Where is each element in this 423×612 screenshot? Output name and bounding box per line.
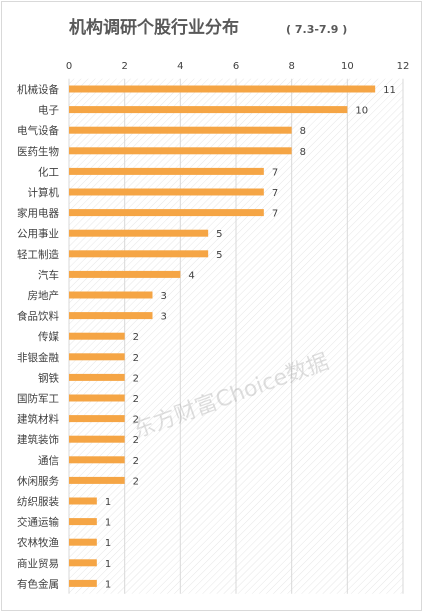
data-label: 3 bbox=[161, 291, 167, 302]
bar bbox=[69, 106, 348, 114]
category-label: 纺织服装 bbox=[17, 495, 59, 508]
category-label: 商业贸易 bbox=[17, 557, 59, 570]
x-tick-label: 10 bbox=[341, 61, 354, 72]
data-label: 2 bbox=[133, 373, 139, 384]
x-axis-ticks: 0 2 4 6 8 10 12 bbox=[66, 61, 410, 72]
bar bbox=[69, 188, 264, 196]
data-label: 1 bbox=[105, 518, 111, 529]
category-label: 医药生物 bbox=[17, 145, 59, 158]
bar bbox=[69, 270, 181, 278]
category-label: 家用电器 bbox=[17, 207, 59, 220]
category-label: 建筑装饰 bbox=[17, 433, 59, 446]
bar bbox=[69, 126, 292, 134]
x-tick-label: 8 bbox=[288, 61, 294, 72]
bar bbox=[69, 435, 125, 443]
data-label: 3 bbox=[161, 312, 167, 323]
bars bbox=[69, 85, 376, 587]
bar bbox=[69, 332, 125, 340]
category-label: 电气设备 bbox=[17, 124, 59, 137]
data-label: 7 bbox=[272, 209, 278, 220]
bar bbox=[69, 85, 376, 93]
bar bbox=[69, 456, 125, 464]
category-label: 房地产 bbox=[28, 289, 60, 302]
category-label: 交通运输 bbox=[17, 516, 59, 529]
bar bbox=[69, 353, 125, 361]
bar bbox=[69, 312, 153, 320]
data-label: 11 bbox=[383, 85, 396, 96]
category-label: 钢铁 bbox=[38, 371, 59, 384]
data-label: 1 bbox=[105, 538, 111, 549]
bar bbox=[69, 559, 97, 567]
data-label: 8 bbox=[300, 126, 306, 137]
data-label: 1 bbox=[105, 497, 111, 508]
data-label: 2 bbox=[133, 415, 139, 426]
category-label: 农林牧渔 bbox=[17, 536, 59, 549]
data-label: 1 bbox=[105, 579, 111, 590]
bar bbox=[69, 579, 97, 587]
data-label: 2 bbox=[133, 353, 139, 364]
bar bbox=[69, 209, 264, 217]
data-label: 8 bbox=[300, 147, 306, 158]
bar bbox=[69, 476, 125, 484]
category-label: 国防军工 bbox=[17, 392, 59, 405]
bar bbox=[69, 291, 153, 299]
category-label: 非银金融 bbox=[17, 351, 59, 364]
data-label: 2 bbox=[133, 332, 139, 343]
category-label: 汽车 bbox=[38, 268, 59, 281]
category-label: 食品饮料 bbox=[17, 310, 59, 323]
data-label: 2 bbox=[133, 456, 139, 467]
data-label: 4 bbox=[188, 270, 194, 281]
bar bbox=[69, 497, 97, 505]
x-tick-label: 4 bbox=[177, 61, 183, 72]
chart-subtitle: ( 7.3-7.9 ) bbox=[286, 23, 347, 36]
bar bbox=[69, 229, 209, 237]
bar bbox=[69, 394, 125, 402]
bar bbox=[69, 518, 97, 526]
x-tick-label: 2 bbox=[121, 61, 127, 72]
data-label: 10 bbox=[355, 106, 368, 117]
chart-title: 机构调研个股行业分布 bbox=[69, 17, 239, 38]
data-label: 2 bbox=[133, 435, 139, 446]
category-label: 电子 bbox=[38, 104, 59, 117]
bar bbox=[69, 147, 292, 155]
category-label: 轻工制造 bbox=[17, 248, 59, 261]
bar bbox=[69, 415, 125, 423]
y-axis-categories: 机械设备电子电气设备医药生物化工计算机家用电器公用事业轻工制造汽车房地产食品饮料… bbox=[17, 83, 59, 590]
bar bbox=[69, 373, 125, 381]
data-label: 7 bbox=[272, 167, 278, 178]
data-label: 1 bbox=[105, 559, 111, 570]
category-label: 化工 bbox=[38, 165, 59, 178]
x-tick-label: 12 bbox=[397, 61, 410, 72]
data-label: 7 bbox=[272, 188, 278, 199]
bar bbox=[69, 538, 97, 546]
category-label: 通信 bbox=[38, 455, 59, 467]
data-label: 2 bbox=[133, 394, 139, 405]
bar bbox=[69, 250, 209, 258]
data-label: 2 bbox=[133, 476, 139, 487]
data-label: 5 bbox=[216, 229, 222, 240]
data-label: 5 bbox=[216, 250, 222, 261]
category-label: 计算机 bbox=[28, 186, 60, 199]
category-label: 传媒 bbox=[38, 330, 59, 343]
category-label: 休闲服务 bbox=[17, 474, 59, 487]
category-label: 建筑材料 bbox=[17, 413, 59, 426]
category-label: 机械设备 bbox=[17, 83, 59, 96]
category-label: 有色金属 bbox=[17, 577, 59, 590]
category-label: 公用事业 bbox=[17, 227, 59, 240]
x-tick-label: 0 bbox=[66, 61, 72, 72]
x-tick-label: 6 bbox=[233, 61, 239, 72]
bar bbox=[69, 167, 264, 175]
